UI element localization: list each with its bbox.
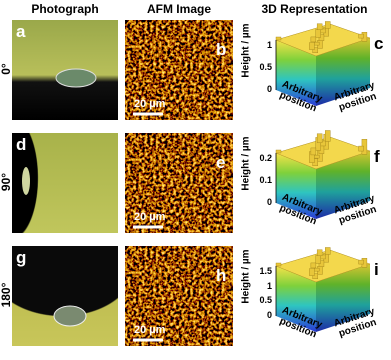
panel-letter: i [374,260,379,279]
pillar [325,130,331,142]
afm-image [125,20,233,120]
column-header: Photograph [31,2,99,16]
height-tick-label: 1.5 [259,266,272,276]
afm-texture [125,20,233,120]
afm-texture [125,20,233,120]
height-tick-label: 1 [266,40,272,50]
pillar [358,33,364,39]
scale-bar-label: 20 µm [134,98,166,110]
pillar [315,255,321,264]
droplet [22,167,30,195]
pillar [316,133,323,143]
side-face [316,264,370,332]
panel-letter: c [374,34,384,53]
photograph [12,246,118,346]
pillar [275,149,282,154]
afm-image [125,133,233,233]
droplet [53,305,87,327]
height-tick-label: 0 [266,197,272,207]
height-tick-label: 0 [266,310,272,320]
pillar [358,145,364,152]
pillar [316,23,323,30]
pillar [310,36,317,43]
height-tick-label: 0 [266,84,272,94]
afm-texture [125,133,233,233]
pillar [318,34,325,41]
pillar [275,262,282,267]
column-header: 3D Representation [261,2,368,16]
droplet [53,305,87,327]
height-axis-label: Height / µm [240,249,252,304]
afm-texture [125,246,233,346]
side-face [276,266,316,332]
photograph [12,20,118,120]
panel-letter: d [16,135,27,154]
column-header: AFM Image [146,2,211,16]
photograph [12,133,118,233]
pillar [313,154,320,159]
scale-bar-label: 20 µm [134,211,166,223]
panel-letter: g [16,248,27,267]
panel-letter: f [374,147,380,166]
pillar [275,36,282,41]
pillar [309,268,315,276]
surface-3d [275,247,371,332]
surface-3d [275,130,371,219]
pillar [310,147,317,156]
pillar [313,267,320,272]
panel-letter: e [216,153,226,172]
panel-letter: h [216,266,227,285]
droplet [55,68,97,88]
height-tick-label: 1 [266,280,272,291]
height-tick-label: 0.2 [259,153,272,163]
pillar [310,262,317,269]
panel-letter: b [216,40,227,59]
side-face [316,38,370,106]
pillar [358,259,364,265]
afm-texture [125,133,233,233]
pillar [312,273,318,279]
side-face [276,153,316,219]
pillar [313,41,320,46]
scale-bar-label: 20 µm [134,324,166,336]
side-face [316,151,370,219]
droplet [55,68,97,88]
pillar [316,249,323,256]
pillar [309,42,315,50]
afm-image [125,246,233,346]
pillar [312,47,318,53]
side-face [276,40,316,106]
pillar [315,29,321,38]
droplet [22,167,30,195]
pillar [325,247,331,255]
height-axis-label: Height / µm [240,136,252,191]
afm-texture [125,246,233,346]
height-tick-label: 0.5 [259,62,272,72]
pillar [318,260,325,267]
panel-letter: a [16,22,26,41]
height-axis-label: Height / µm [240,23,252,78]
height-tick-label: 0.1 [259,175,272,185]
pillar [325,21,331,29]
surface-3d [275,21,371,106]
height-tick-label: 0.5 [259,295,272,306]
